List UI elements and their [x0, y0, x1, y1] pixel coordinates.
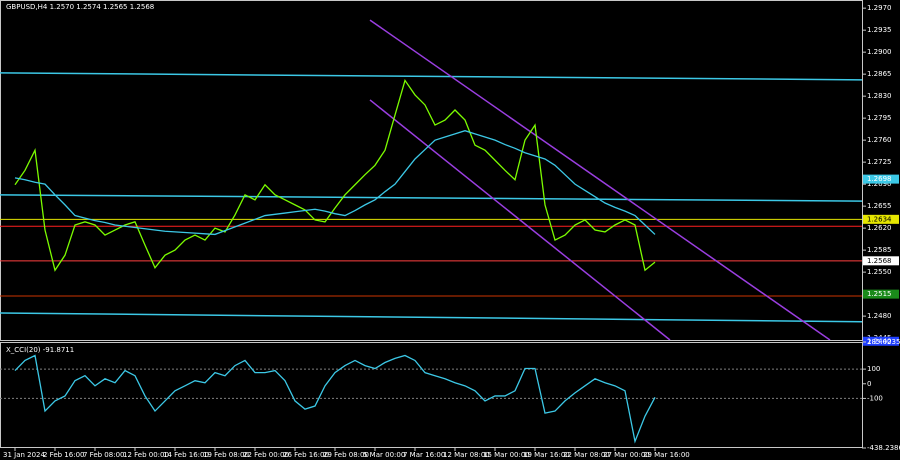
trend-line: [369, 19, 831, 340]
x-tick-label: 15 Mar 00:00: [483, 451, 530, 459]
x-tick-label: 5 Mar 00:00: [363, 451, 405, 459]
y-tick-label: 1.2585: [867, 246, 892, 254]
x-tick-label: 12 Mar 08:00: [443, 451, 490, 459]
trend-line: [369, 99, 671, 340]
price-label-box: [863, 214, 899, 224]
y-tick-label: 100: [867, 365, 880, 373]
y-tick-label: 1.2690: [867, 180, 892, 188]
y-tick-label: 1.2865: [867, 70, 892, 78]
x-tick-label: 31 Jan 2024: [3, 451, 46, 459]
trend-line: [0, 72, 862, 81]
y-tick-label: 1.2725: [867, 158, 892, 166]
price-label-box: [863, 174, 899, 184]
y-tick-label: 1.2480: [867, 312, 892, 320]
indicator-pane-frame: [0, 342, 863, 448]
y-tick-label: 1.2970: [867, 4, 892, 12]
x-tick-label: 26 Feb 16:00: [283, 451, 329, 459]
series-line: [14, 354, 656, 444]
x-tick-label: 19 Mar 16:00: [523, 451, 570, 459]
trend-line: [0, 312, 862, 323]
x-tick-label: 7 Mar 16:00: [403, 451, 445, 459]
chart-title: GBPUSD,H4 1.2570 1.2574 1.2565 1.2568: [6, 3, 154, 11]
x-tick-label: 12 Feb 00:00: [123, 451, 169, 459]
x-tick-label: 7 Feb 08:00: [83, 451, 124, 459]
x-tick-label: 29 Mar 16:00: [643, 451, 690, 459]
y-tick-label: 1.2655: [867, 202, 892, 210]
price-label: 1.2634: [867, 215, 892, 223]
y-tick-label: -438.2386: [867, 444, 900, 452]
x-tick-label: 14 Feb 16:00: [163, 451, 209, 459]
y-tick-label: 285.0235: [867, 338, 900, 346]
x-tick-label: 22 Feb 00:00: [243, 451, 289, 459]
x-tick-label: 29 Feb 08:00: [323, 451, 369, 459]
x-tick-label: 2 Feb 16:00: [43, 451, 84, 459]
x-tick-label: 27 Mar 00:00: [603, 451, 650, 459]
y-tick-label: 1.2550: [867, 268, 892, 276]
y-tick-label: 1.2760: [867, 136, 892, 144]
price-label-box: [863, 256, 899, 266]
price-label: 1.2698: [867, 175, 892, 183]
trend-line: [0, 194, 862, 202]
y-tick-label: 1.2830: [867, 92, 892, 100]
price-label: 1.2515: [867, 290, 892, 298]
price-pane-frame: [0, 0, 863, 341]
y-tick-label: -100: [867, 394, 883, 402]
y-tick-label: 1.2900: [867, 48, 892, 56]
y-tick-label: 0: [867, 380, 871, 388]
price-label-box: [863, 289, 899, 299]
y-tick-label: 1.2620: [867, 224, 892, 232]
series-line: [14, 130, 656, 236]
x-tick-label: 19 Feb 08:00: [203, 451, 249, 459]
series-line: [14, 78, 656, 272]
y-tick-label: 1.2935: [867, 26, 892, 34]
price-label: 1.2440: [867, 337, 892, 345]
price-label: 1.2568: [867, 257, 892, 265]
x-tick-label: 22 Mar 08:00: [563, 451, 610, 459]
indicator-title: X_CCI(20) -91.8711: [6, 346, 74, 354]
y-tick-label: 1.2795: [867, 114, 892, 122]
price-label-box: [863, 336, 899, 346]
